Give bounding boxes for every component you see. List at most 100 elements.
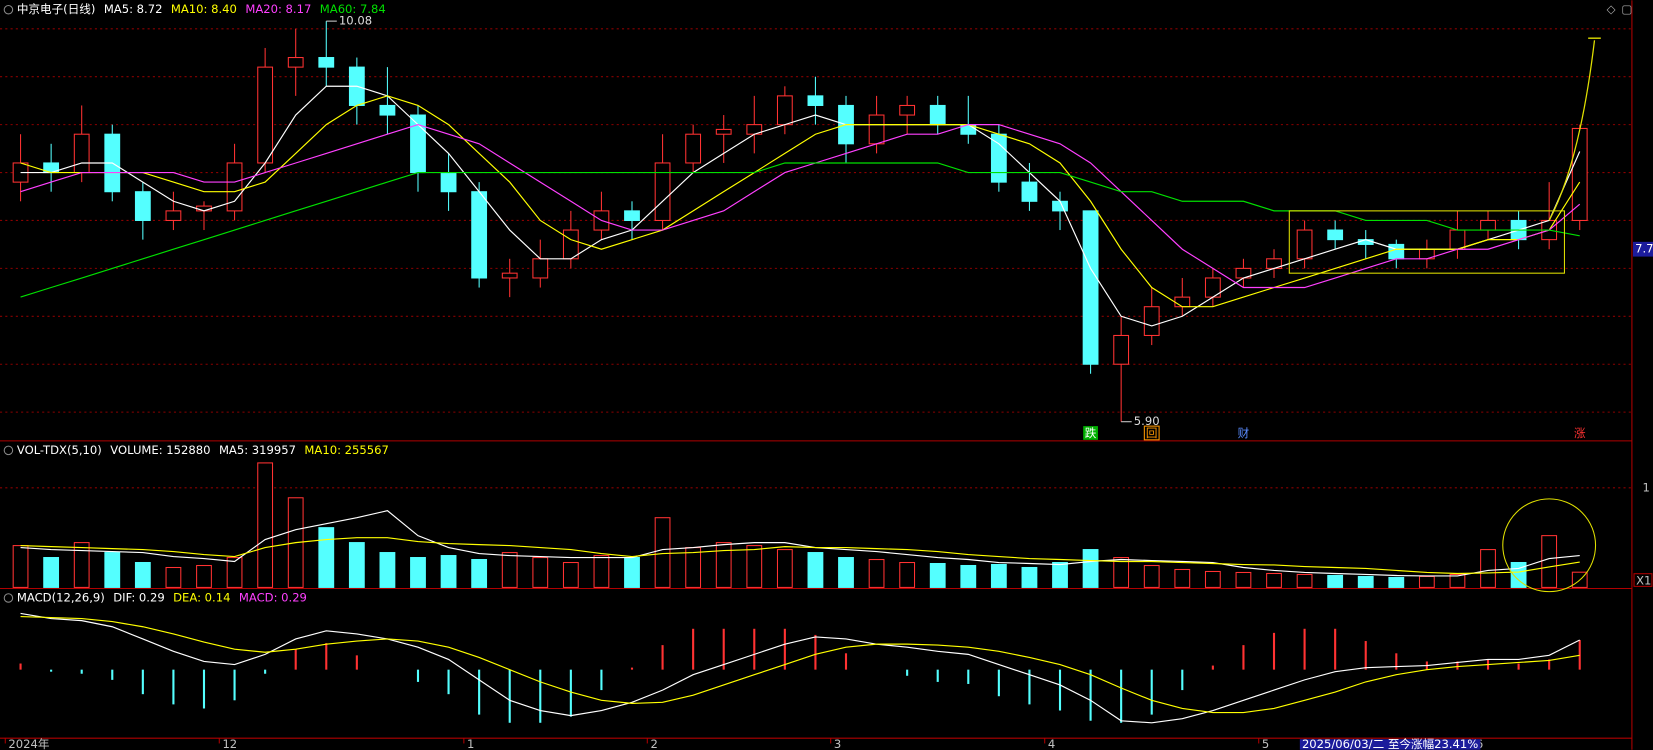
candle-body — [562, 229, 579, 260]
volume-bar — [257, 462, 274, 588]
extreme-label: 5.90 — [1134, 414, 1160, 428]
highlight-circle — [1502, 498, 1597, 593]
candle-body — [776, 95, 793, 126]
volume-bar — [318, 527, 335, 588]
x-tick-label: 12 — [222, 737, 237, 750]
volume-bar — [838, 557, 854, 588]
candle-body — [1113, 334, 1130, 365]
volume-bar — [12, 545, 29, 588]
volume-bar — [1327, 574, 1344, 588]
volume-bar — [1052, 561, 1068, 588]
legend-label: VOLUME: 152880 — [110, 443, 210, 457]
volume-bar — [1143, 564, 1160, 588]
candle-body — [929, 104, 946, 126]
volume-bar — [899, 561, 916, 588]
volume-bar — [1418, 575, 1435, 588]
volume-ma-line — [20, 537, 1580, 575]
volume-bar — [410, 557, 426, 588]
unit-box — [1633, 573, 1653, 587]
legend-label: MA5: 8.72 — [104, 2, 163, 16]
event-badge — [1083, 426, 1098, 440]
candle-body — [1388, 243, 1405, 260]
x-tick-label: 3 — [834, 737, 841, 750]
toolbar-icon[interactable]: ◇ — [1607, 2, 1616, 16]
candle-body — [287, 57, 304, 68]
ma-line — [20, 124, 1581, 289]
volume-bar — [1204, 570, 1221, 588]
volume-bar — [134, 561, 151, 588]
event-label[interactable]: 回 — [1146, 426, 1158, 440]
volume-bar — [746, 545, 763, 588]
volume-bar — [73, 542, 90, 588]
legend-label: DEA: 0.14 — [173, 590, 230, 604]
ma-line — [20, 85, 1581, 327]
legend-icon — [3, 593, 14, 603]
volume-bar — [624, 557, 640, 588]
extreme-label: 10.08 — [339, 14, 372, 28]
candle-body — [532, 258, 549, 279]
candle-body — [226, 162, 243, 212]
volume-bar — [165, 566, 182, 588]
candle-body — [1357, 239, 1374, 245]
candle-body — [134, 191, 151, 221]
candle-body — [440, 172, 457, 193]
volume-ma-line — [20, 510, 1580, 577]
candle-body — [1143, 306, 1160, 336]
volume-bar — [960, 564, 977, 588]
legend-icon — [3, 4, 14, 15]
legend-label: MACD: 0.29 — [239, 590, 307, 604]
candle-body — [1052, 200, 1068, 212]
legend-label: DIF: 0.29 — [113, 590, 164, 604]
volume-bar — [43, 557, 60, 588]
candle-body — [501, 272, 518, 279]
candle-body — [471, 191, 488, 279]
volume-bar — [104, 552, 121, 588]
volume-bar — [1082, 549, 1099, 588]
candle-body — [868, 114, 885, 145]
legend-label: MACD(12,26,9) — [17, 590, 105, 604]
volume-bar — [1235, 571, 1252, 588]
legend-label: VOL-TDX(5,10) — [17, 443, 102, 457]
y-tick-label: 1 — [1642, 480, 1649, 494]
toolbar-icon[interactable]: ▢ — [1621, 2, 1632, 16]
candle-body — [990, 133, 1007, 183]
volume-bar — [1174, 568, 1191, 588]
candle-body — [1480, 219, 1496, 231]
event-badge — [1572, 426, 1588, 440]
volume-bar — [379, 552, 396, 588]
event-label[interactable]: 财 — [1238, 426, 1250, 440]
candle-body — [1082, 210, 1099, 365]
volume-bar — [1388, 576, 1405, 588]
highlight-box — [1288, 210, 1565, 274]
event-badge — [1143, 425, 1160, 441]
candle-body — [379, 104, 396, 116]
legend-icon — [3, 445, 14, 456]
volume-bar — [1021, 566, 1038, 588]
candle-body — [654, 162, 671, 221]
price-tag — [1632, 241, 1653, 257]
volume-bar — [562, 561, 579, 588]
volume-bar — [226, 557, 243, 588]
legend-label: MA10: 8.40 — [171, 2, 237, 16]
volume-bar — [990, 563, 1007, 588]
candle-body — [257, 66, 274, 164]
candle-body — [165, 210, 182, 221]
volume-bar — [1541, 535, 1558, 588]
volume-bar — [593, 555, 610, 588]
volume-bar — [532, 557, 549, 588]
volume-bar — [1266, 572, 1282, 588]
event-label[interactable]: 涨 — [1574, 426, 1586, 440]
x-tick-label: 5 — [1262, 737, 1269, 750]
candle-body — [1296, 229, 1313, 260]
volume-bar — [1357, 575, 1374, 588]
candle-body — [196, 205, 212, 212]
volume-bar — [1449, 573, 1466, 588]
macd-line — [20, 612, 1580, 724]
event-label[interactable]: 跌 — [1085, 426, 1097, 440]
candle-body — [715, 128, 732, 135]
volume-bar — [685, 547, 702, 588]
event-badge — [1236, 426, 1251, 440]
candle-body — [1327, 229, 1344, 241]
volume-bar — [776, 549, 793, 588]
